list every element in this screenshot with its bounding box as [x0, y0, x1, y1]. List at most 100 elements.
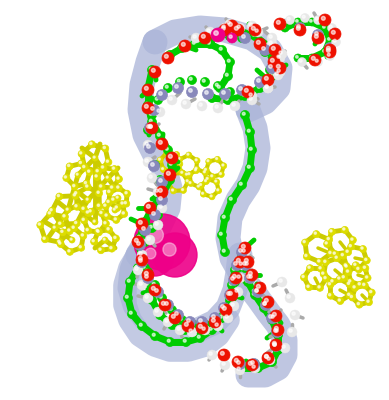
Circle shape [331, 38, 340, 46]
Circle shape [250, 363, 260, 373]
Circle shape [169, 307, 172, 310]
Circle shape [98, 247, 105, 254]
Circle shape [196, 322, 208, 334]
Circle shape [159, 179, 162, 182]
Circle shape [117, 177, 119, 179]
Circle shape [137, 235, 140, 238]
Circle shape [233, 28, 242, 36]
Circle shape [72, 226, 74, 228]
Circle shape [68, 229, 70, 231]
Circle shape [144, 86, 148, 90]
Circle shape [182, 327, 185, 330]
Circle shape [256, 40, 260, 44]
Circle shape [209, 194, 215, 200]
Circle shape [265, 298, 268, 302]
Circle shape [210, 312, 221, 324]
Circle shape [312, 32, 324, 44]
Circle shape [73, 220, 80, 227]
Circle shape [328, 228, 335, 235]
Circle shape [217, 189, 219, 191]
Circle shape [231, 303, 234, 306]
Circle shape [341, 274, 348, 281]
Circle shape [169, 97, 172, 100]
Circle shape [244, 278, 252, 286]
Circle shape [224, 96, 233, 104]
Circle shape [163, 243, 176, 256]
Circle shape [86, 228, 88, 231]
Circle shape [282, 345, 285, 348]
Circle shape [364, 258, 367, 260]
Circle shape [207, 326, 217, 334]
Circle shape [215, 323, 218, 326]
Circle shape [61, 230, 63, 232]
Circle shape [92, 219, 98, 225]
Circle shape [116, 196, 118, 198]
Circle shape [106, 176, 108, 178]
Circle shape [281, 24, 289, 32]
Circle shape [327, 45, 330, 48]
Circle shape [151, 160, 159, 170]
Circle shape [231, 260, 242, 270]
Circle shape [84, 184, 91, 190]
Circle shape [240, 247, 250, 257]
Circle shape [145, 275, 148, 278]
Circle shape [269, 317, 272, 320]
Circle shape [181, 99, 191, 109]
Circle shape [261, 305, 264, 308]
Circle shape [119, 200, 126, 208]
Circle shape [233, 287, 243, 297]
Circle shape [351, 238, 353, 240]
Circle shape [68, 250, 70, 252]
Circle shape [324, 46, 336, 58]
Circle shape [239, 249, 242, 252]
Circle shape [149, 119, 152, 122]
Circle shape [207, 29, 210, 32]
Circle shape [207, 41, 210, 44]
Circle shape [142, 272, 154, 284]
Circle shape [217, 46, 226, 54]
Circle shape [230, 101, 240, 111]
Circle shape [310, 56, 312, 58]
Circle shape [300, 14, 310, 22]
Circle shape [327, 238, 329, 240]
Circle shape [147, 204, 156, 212]
Circle shape [151, 332, 159, 340]
Circle shape [231, 266, 240, 274]
Circle shape [263, 83, 273, 93]
Circle shape [112, 207, 118, 213]
Circle shape [139, 255, 142, 258]
Circle shape [269, 35, 272, 38]
Circle shape [221, 163, 227, 169]
Circle shape [272, 324, 284, 336]
Circle shape [219, 232, 222, 235]
Circle shape [96, 190, 103, 197]
Circle shape [202, 170, 208, 176]
Circle shape [132, 236, 144, 248]
Circle shape [147, 226, 163, 243]
Circle shape [97, 191, 99, 193]
Circle shape [324, 260, 326, 262]
Circle shape [82, 218, 84, 220]
Circle shape [165, 302, 168, 305]
Circle shape [66, 208, 68, 210]
Circle shape [277, 20, 280, 24]
Circle shape [156, 176, 165, 184]
Circle shape [314, 58, 322, 66]
Circle shape [103, 238, 105, 240]
Circle shape [137, 254, 147, 262]
Circle shape [95, 168, 102, 175]
Circle shape [326, 48, 330, 52]
Circle shape [243, 260, 253, 270]
Circle shape [265, 355, 268, 358]
Circle shape [110, 196, 117, 204]
Circle shape [211, 322, 214, 325]
Circle shape [88, 141, 95, 148]
Circle shape [196, 184, 202, 190]
Circle shape [153, 220, 163, 230]
Circle shape [307, 265, 314, 272]
Circle shape [145, 248, 156, 259]
Circle shape [252, 361, 255, 364]
Circle shape [149, 284, 161, 296]
Circle shape [358, 283, 360, 285]
Circle shape [338, 277, 340, 279]
